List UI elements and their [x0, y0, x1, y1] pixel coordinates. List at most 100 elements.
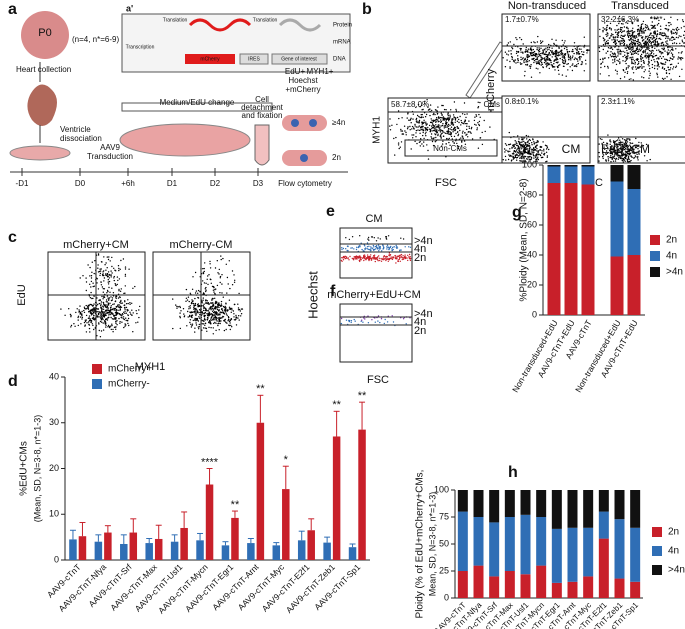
- cytometry-dot: [633, 31, 636, 33]
- cytometry-dot: [367, 238, 369, 240]
- cytometry-dot: [136, 312, 138, 315]
- cytometry-dot: [197, 303, 199, 305]
- bar-segment: [583, 490, 594, 528]
- cytometry-dot: [641, 66, 643, 68]
- cytometry-dot: [629, 30, 631, 32]
- cytometry-dot: [110, 276, 112, 278]
- cytometry-dot: [625, 62, 627, 65]
- cytometry-dot: [522, 51, 524, 53]
- cytometry-dot: [669, 39, 671, 41]
- cytometry-dot: [96, 278, 99, 280]
- cytometry-dot: [407, 254, 409, 256]
- legend-label: 4n: [666, 251, 677, 262]
- cytometry-dot: [471, 126, 473, 129]
- panel-letter: b: [362, 1, 372, 18]
- cytometry-dot: [602, 57, 604, 60]
- cytometry-dot: [450, 109, 452, 111]
- cytometry-dot: [602, 61, 604, 63]
- cytometry-dot: [634, 37, 637, 39]
- cytometry-dot: [508, 50, 510, 52]
- cytometry-dot: [103, 304, 106, 306]
- cytometry-dot: [546, 160, 548, 162]
- cytometry-dot: [557, 69, 560, 72]
- cytometry-dot: [615, 140, 618, 142]
- cytometry-dot: [654, 65, 656, 67]
- cytometry-dot: [194, 297, 196, 300]
- cytometry-dot: [631, 156, 633, 159]
- cytometry-dot: [457, 134, 459, 137]
- cytometry-dot: [632, 66, 634, 68]
- label: MYH1: [372, 116, 383, 144]
- cytometry-dot: [549, 59, 551, 62]
- cytometry-dot: [623, 145, 625, 148]
- cytometry-dot: [368, 255, 371, 258]
- cytometry-dot: [680, 57, 683, 59]
- cytometry-dot: [618, 142, 621, 144]
- cytometry-dot: [106, 256, 109, 258]
- cytometry-dot: [601, 143, 603, 146]
- cytometry-dot: [509, 150, 511, 153]
- cytometry-dot: [89, 331, 91, 333]
- significance: **: [358, 390, 367, 402]
- cytometry-dot: [394, 154, 396, 156]
- cytometry-dot: [644, 54, 646, 57]
- bar-segment: [504, 517, 515, 571]
- cytometry-dot: [409, 259, 412, 262]
- cytometry-dot: [627, 144, 629, 147]
- cytometry-dot: [683, 42, 685, 44]
- cytometry-dot: [435, 124, 437, 126]
- cytometry-dot: [548, 46, 551, 49]
- cytometry-dot: [193, 307, 195, 309]
- cytometry-dot: [85, 289, 88, 292]
- cytometry-dot: [231, 326, 233, 328]
- cytometry-dot: [544, 58, 546, 61]
- cytometry-dot: [191, 314, 193, 317]
- cytometry-dot: [638, 67, 640, 69]
- cytometry-dot: [106, 292, 108, 294]
- cytometry-dot: [620, 51, 622, 53]
- cytometry-dot: [107, 297, 109, 299]
- cytometry-dot: [643, 71, 645, 73]
- cytometry-dot: [439, 126, 441, 129]
- cytometry-dot: [683, 25, 685, 28]
- cytometry-dot: [446, 126, 448, 128]
- cytometry-dot: [650, 37, 652, 39]
- cytometry-dot: [386, 321, 389, 323]
- cytometry-dot: [239, 310, 241, 312]
- cytometry-dot: [522, 149, 525, 152]
- cytometry-dot: [648, 65, 650, 67]
- cytometry-dot: [385, 236, 388, 238]
- cytometry-dot: [77, 324, 80, 327]
- cytometry-dot: [524, 143, 527, 145]
- cytometry-dot: [397, 142, 400, 144]
- cytometry-dot: [526, 148, 529, 150]
- cytometry-dot: [441, 130, 444, 132]
- cytometry-dot: [523, 61, 525, 64]
- cytometry-dot: [558, 46, 560, 48]
- cytometry-dot: [580, 48, 582, 50]
- cytometry-dot: [579, 59, 581, 61]
- cytometry-dot: [212, 309, 215, 311]
- cytometry-dot: [669, 46, 671, 48]
- cytometry-dot: [107, 302, 110, 304]
- cytometry-dot: [628, 78, 630, 81]
- cytometry-dot: [616, 70, 618, 73]
- cytometry-dot: [230, 319, 232, 321]
- cytometry-dot: [197, 289, 200, 292]
- cytometry-dot: [454, 119, 457, 121]
- cytometry-dot: [204, 309, 206, 312]
- cytometry-dot: [612, 160, 615, 162]
- cytometry-dot: [609, 143, 611, 145]
- cytometry-dot: [537, 61, 539, 63]
- cytometry-dot: [117, 265, 120, 267]
- cytometry-dot: [627, 29, 629, 31]
- cytometry-dot: [214, 267, 217, 269]
- cytometry-dot: [412, 137, 414, 139]
- cytometry-dot: [81, 310, 83, 313]
- cytometry-dot: [132, 331, 134, 333]
- cytometry-dot: [111, 287, 113, 289]
- cytometry-dot: [665, 37, 667, 40]
- bar-segment: [614, 519, 625, 579]
- cytometry-dot: [519, 150, 521, 152]
- cytometry-dot: [678, 28, 680, 31]
